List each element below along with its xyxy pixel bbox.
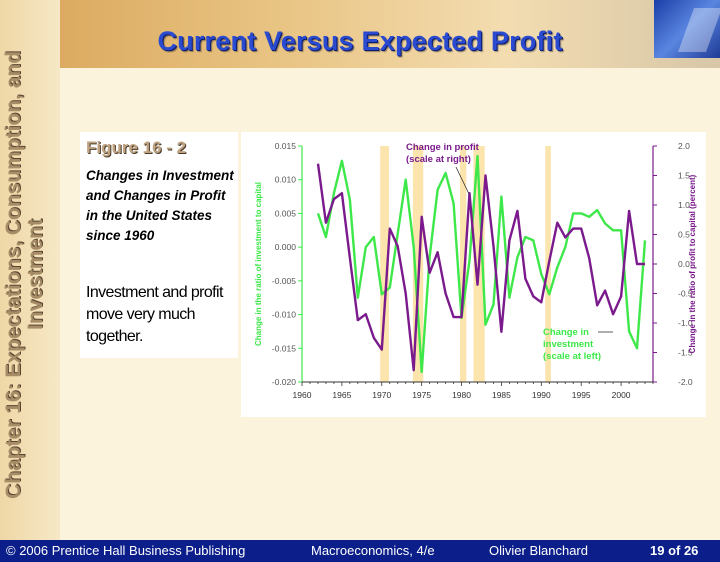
figure-description: Changes in Investment and Changes in Pro… <box>86 168 234 243</box>
figure-note: Investment and profit move very much tog… <box>86 284 223 345</box>
chart-panel: 0.015 0.010 0.005 0.000 -0.005 -0.010 -0.015 -0… <box>241 132 706 417</box>
top-banner <box>0 0 720 68</box>
right-axis-title: Change in the ratio of profit to capital… <box>688 174 697 353</box>
left-tick-label: 0.005 <box>275 208 297 218</box>
right-tick-label: 1.0 <box>678 200 690 210</box>
right-tick-label: -0.5 <box>678 289 693 299</box>
left-tick-label: -0.020 <box>272 377 296 387</box>
x-tick-label: 1975 <box>412 390 431 400</box>
investment-annotation: Change in investment (scale at left) <box>543 327 601 362</box>
profit-series-line <box>316 163 645 372</box>
left-banner <box>0 0 60 540</box>
left-axis-title: Change in the ratio of investment to cap… <box>254 182 263 346</box>
chapter-side-title: Chapter 16: Expectations, Consumption, a… <box>2 50 47 500</box>
figure-caption-box: Figure 16 - 2 Changes in Investment and … <box>80 132 238 358</box>
left-tick-label: -0.005 <box>272 276 296 286</box>
right-tick-label: 0.0 <box>678 259 690 269</box>
recession-band-2 <box>459 146 467 382</box>
x-tick-label: 1990 <box>532 390 551 400</box>
footer-author: Olivier Blanchard <box>489 543 588 558</box>
footer-copyright: © 2006 Prentice Hall Business Publishing <box>6 543 246 558</box>
x-tick-label: 1960 <box>293 390 312 400</box>
slide-title: Current Versus Expected Profit <box>157 26 563 56</box>
investment-annotation-line: investment <box>543 339 594 350</box>
footer-bar: © 2006 Prentice Hall Business Publishing… <box>0 540 720 562</box>
right-tick-label: 1.5 <box>678 171 690 181</box>
investment-annotation-line: (scale at left) <box>543 351 601 362</box>
right-tick-label: -1.5 <box>678 348 693 358</box>
x-tick-label: 1985 <box>492 390 511 400</box>
footer-page-number: 19 of 26 <box>650 543 699 558</box>
corner-decoration <box>654 0 720 58</box>
figure-label: Figure 16 - 2 <box>86 138 187 157</box>
right-tick-label: -2.0 <box>678 377 693 387</box>
right-tick-label: 2.0 <box>678 141 690 151</box>
x-tick-label: 1965 <box>332 390 351 400</box>
left-tick-label: -0.015 <box>272 343 296 353</box>
investment-profit-chart: 0.015 0.010 0.005 0.000 -0.005 -0.010 -0.015 -0… <box>254 141 697 400</box>
profit-annotation-line: Change in profit <box>406 142 480 153</box>
profit-annotation: Change in profit (scale at right) <box>406 142 480 165</box>
right-tick-label: -1.0 <box>678 318 693 328</box>
x-tick-label: 1995 <box>572 390 591 400</box>
recession-band-0 <box>380 146 389 382</box>
left-tick-label: 0.000 <box>275 242 297 252</box>
investment-annotation-line: Change in <box>543 327 589 338</box>
left-tick-label: 0.010 <box>275 175 297 185</box>
right-tick-label: 0.5 <box>678 230 690 240</box>
x-tick-label: 1980 <box>452 390 471 400</box>
left-tick-label: -0.010 <box>272 310 296 320</box>
x-tick-label: 1970 <box>372 390 391 400</box>
profit-annotation-line: (scale at right) <box>406 154 471 165</box>
left-tick-label: 0.015 <box>275 141 297 151</box>
footer-book-title: Macroeconomics, 4/e <box>311 543 435 558</box>
profit-annotation-pointer <box>455 166 470 195</box>
x-tick-label: 2000 <box>612 390 631 400</box>
